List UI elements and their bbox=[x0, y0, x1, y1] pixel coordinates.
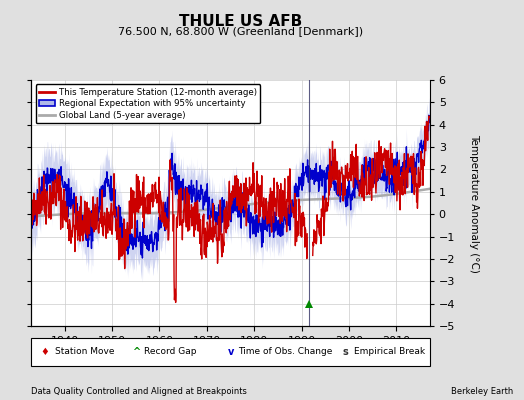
Text: Berkeley Earth: Berkeley Earth bbox=[451, 387, 514, 396]
Text: ♦: ♦ bbox=[40, 347, 49, 357]
Text: Data Quality Controlled and Aligned at Breakpoints: Data Quality Controlled and Aligned at B… bbox=[31, 387, 247, 396]
Text: v: v bbox=[227, 347, 234, 357]
Text: Time of Obs. Change: Time of Obs. Change bbox=[238, 348, 333, 356]
Text: 76.500 N, 68.800 W (Greenland [Denmark]): 76.500 N, 68.800 W (Greenland [Denmark]) bbox=[118, 26, 364, 36]
Y-axis label: Temperature Anomaly (°C): Temperature Anomaly (°C) bbox=[469, 134, 479, 272]
Text: Station Move: Station Move bbox=[55, 348, 115, 356]
Legend: This Temperature Station (12-month average), Regional Expectation with 95% uncer: This Temperature Station (12-month avera… bbox=[36, 84, 260, 123]
Text: Record Gap: Record Gap bbox=[144, 348, 196, 356]
Text: s: s bbox=[343, 347, 348, 357]
Text: ^: ^ bbox=[132, 347, 140, 357]
Text: THULE US AFB: THULE US AFB bbox=[179, 14, 303, 29]
Text: Empirical Break: Empirical Break bbox=[354, 348, 425, 356]
